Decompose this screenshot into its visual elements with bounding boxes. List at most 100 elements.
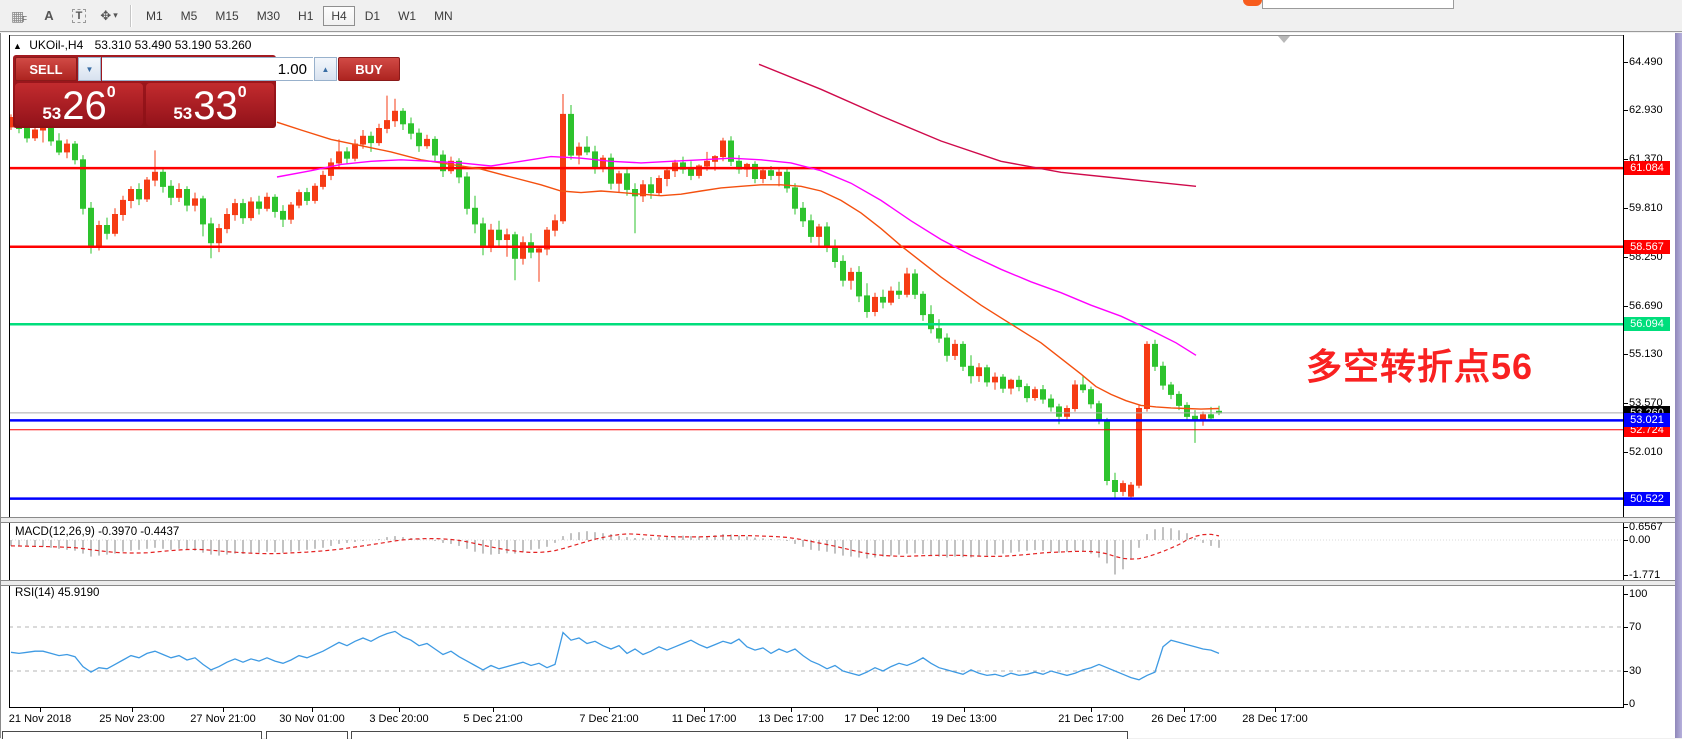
tf-button-MN[interactable]: MN bbox=[434, 8, 453, 23]
pane-border bbox=[9, 707, 1624, 708]
tf-button-M1[interactable]: M1 bbox=[146, 8, 163, 23]
volume-decrease-button[interactable]: ▼ bbox=[78, 57, 101, 81]
timeframe-group: M1 M5 M15 M30 H1 H4 D1 W1 MN bbox=[138, 5, 463, 26]
scale-tick-label: 64.490 bbox=[1629, 55, 1663, 68]
scale-tick-label: 0.00 bbox=[1629, 534, 1651, 546]
scale-tick bbox=[1623, 110, 1628, 112]
rsi-label: RSI(14) 45.9190 bbox=[15, 587, 100, 599]
tf-button-H1[interactable]: H1 bbox=[298, 8, 314, 23]
time-label: 27 Nov 21:00 bbox=[190, 713, 256, 725]
price-tag-53.021: 53.021 bbox=[1624, 413, 1670, 428]
scale-tick bbox=[1623, 256, 1628, 258]
scale-tick bbox=[1623, 354, 1628, 356]
time-label: 13 Dec 17:00 bbox=[758, 713, 824, 725]
time-tick bbox=[877, 708, 878, 712]
chart-shift-marker-icon[interactable] bbox=[1278, 36, 1290, 43]
chart-window: ▲ UKOil-,H4 53.310 53.490 53.190 53.260 … bbox=[0, 33, 1676, 738]
scale-tick bbox=[1623, 527, 1628, 529]
rsi-pane[interactable] bbox=[9, 586, 1623, 707]
tf-button-M30[interactable]: M30 bbox=[256, 8, 281, 23]
time-label: 21 Dec 17:00 bbox=[1058, 713, 1124, 725]
macd-label: MACD(12,26,9) -0.3970 -0.4437 bbox=[15, 526, 180, 538]
time-tick bbox=[1184, 708, 1185, 712]
price-tag-50.522: 50.522 bbox=[1624, 491, 1670, 506]
symbol-label: UKOil-,H4 bbox=[29, 38, 84, 52]
toolbar-separator bbox=[130, 4, 132, 27]
time-label: 5 Dec 21:00 bbox=[463, 713, 523, 725]
scale-tick-label: 56.690 bbox=[1629, 299, 1663, 312]
tf-button-M15[interactable]: M15 bbox=[215, 8, 239, 23]
cursor-modes-icon[interactable]: ✥ ▾ bbox=[100, 7, 118, 23]
scale-tick bbox=[1623, 627, 1628, 628]
time-label: 17 Dec 12:00 bbox=[844, 713, 910, 725]
text-label-icon[interactable]: A bbox=[44, 8, 54, 23]
scale-tick-label: 59.810 bbox=[1629, 201, 1663, 214]
chevron-down-icon: ▾ bbox=[113, 10, 118, 20]
scale-tick bbox=[1623, 403, 1628, 405]
time-tick bbox=[704, 708, 705, 712]
time-label: 7 Dec 21:00 bbox=[579, 713, 639, 725]
sell-button[interactable]: SELL bbox=[15, 57, 77, 81]
scale-tick bbox=[1623, 305, 1628, 307]
scale-tick bbox=[1623, 704, 1628, 705]
tf-button-M5[interactable]: M5 bbox=[180, 8, 198, 23]
time-tick bbox=[312, 708, 313, 712]
time-label: 26 Dec 17:00 bbox=[1151, 713, 1217, 725]
scale-tick-label: 30 bbox=[1629, 665, 1642, 677]
tf-button-H4[interactable]: H4 bbox=[323, 5, 355, 26]
toolbar-icon-group: ▦ F A T ✥ ▾ bbox=[0, 4, 122, 28]
time-tick bbox=[40, 708, 41, 712]
grid-f-icon[interactable]: ▦ F bbox=[10, 7, 28, 25]
chart-tab[interactable] bbox=[266, 731, 348, 739]
time-label: 3 Dec 20:00 bbox=[369, 713, 429, 725]
scale-tick bbox=[1623, 540, 1628, 541]
collapse-arrow-icon[interactable]: ▲ bbox=[13, 41, 22, 51]
scale-tick bbox=[1623, 451, 1628, 453]
text-box-icon[interactable]: T bbox=[66, 4, 92, 28]
time-tick bbox=[223, 708, 224, 712]
chart-annotation-text: 多空转折点56 bbox=[1306, 346, 1534, 387]
scale-tick bbox=[1623, 671, 1628, 672]
pane-border bbox=[1623, 35, 1624, 707]
scale-tick-label: 0 bbox=[1629, 698, 1636, 710]
vertical-scrollbar[interactable] bbox=[1675, 33, 1682, 738]
pane-border bbox=[9, 35, 10, 707]
chart-tab[interactable] bbox=[2, 731, 262, 739]
time-label: 19 Dec 13:00 bbox=[931, 713, 997, 725]
scale-tick-label: 0.6567 bbox=[1629, 521, 1663, 534]
scale-tick bbox=[1623, 574, 1628, 576]
main-price-pane[interactable] bbox=[9, 35, 1623, 517]
pane-splitter[interactable] bbox=[1, 580, 1676, 586]
scale-tick-label: 55.130 bbox=[1629, 348, 1663, 361]
pane-splitter[interactable] bbox=[1, 517, 1676, 523]
partial-popup bbox=[1262, 0, 1454, 9]
scale-tick-label: 70 bbox=[1629, 621, 1642, 633]
scale-tick bbox=[1623, 594, 1628, 595]
volume-input[interactable] bbox=[102, 57, 313, 81]
ohlc-values: 53.310 53.490 53.190 53.260 bbox=[94, 38, 252, 52]
time-label: 30 Nov 01:00 bbox=[279, 713, 345, 725]
volume-increase-button[interactable]: ▲ bbox=[314, 57, 337, 81]
one-click-trading-widget: SELL ▼ ▲ BUY 53 26 0 53 33 0 bbox=[13, 55, 400, 128]
scale-tick-label: 100 bbox=[1629, 588, 1648, 600]
chart-tab[interactable] bbox=[351, 731, 1128, 739]
bid-price-button[interactable]: 53 26 0 bbox=[15, 83, 143, 126]
time-tick bbox=[132, 708, 133, 712]
price-tag-58.567: 58.567 bbox=[1624, 239, 1670, 254]
pane-border bbox=[9, 35, 1623, 36]
time-tick bbox=[493, 708, 494, 712]
buy-button[interactable]: BUY bbox=[338, 57, 400, 81]
chart-title: ▲ UKOil-,H4 53.310 53.490 53.190 53.260 bbox=[13, 38, 251, 52]
price-tag-61.084: 61.084 bbox=[1624, 161, 1670, 176]
time-label: 28 Dec 17:00 bbox=[1242, 713, 1308, 725]
tf-button-W1[interactable]: W1 bbox=[398, 8, 417, 23]
scale-tick-label: 62.930 bbox=[1629, 104, 1663, 117]
time-tick bbox=[1275, 708, 1276, 712]
scale-tick-label: -1.771 bbox=[1629, 568, 1661, 581]
time-tick bbox=[399, 708, 400, 712]
macd-pane[interactable] bbox=[9, 523, 1623, 580]
tf-button-D1[interactable]: D1 bbox=[364, 8, 381, 23]
ask-price-button[interactable]: 53 33 0 bbox=[146, 83, 274, 126]
time-tick bbox=[609, 708, 610, 712]
scale-tick bbox=[1623, 207, 1628, 209]
